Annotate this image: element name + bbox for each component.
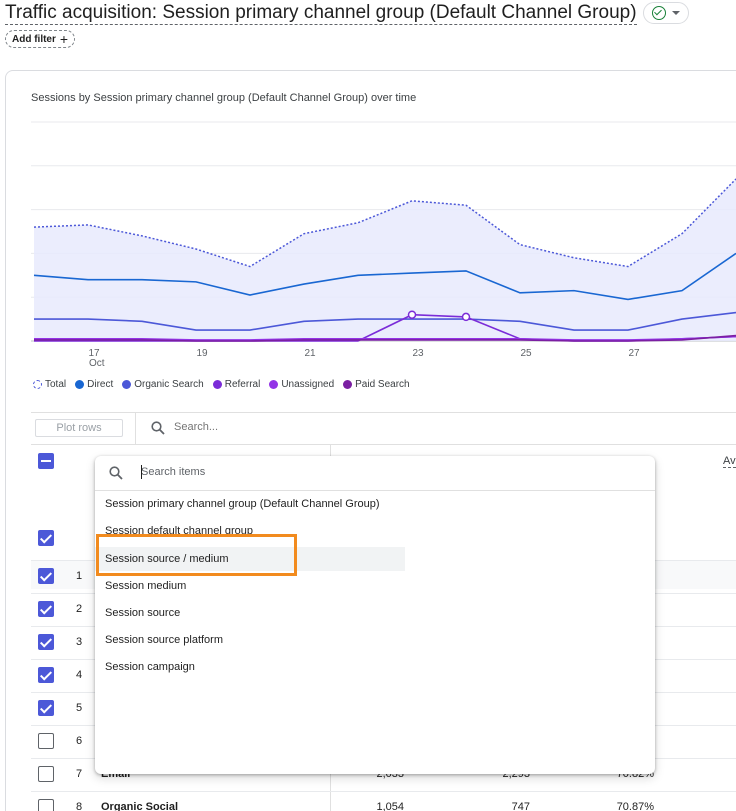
legend-item[interactable]: Unassigned (269, 379, 334, 390)
chart-legend: Total Direct Organic Search Referral Unassig… (33, 379, 410, 390)
legend-item[interactable]: Referral (212, 379, 261, 390)
row-number: 8 (76, 801, 83, 811)
legend-swatch (269, 380, 279, 389)
dropdown-item[interactable]: Session source (105, 607, 181, 619)
x-tick-label: 25 (520, 348, 532, 359)
row-metric-value: 747 (511, 801, 530, 811)
legend-item[interactable]: Direct (75, 379, 113, 390)
select-all-checkbox[interactable] (38, 453, 54, 469)
row-checkbox[interactable] (38, 733, 54, 749)
row-number: 3 (76, 636, 83, 648)
row-checkbox[interactable] (38, 700, 54, 716)
row-number: 5 (76, 702, 83, 714)
legend-label: Unassigned (281, 379, 335, 390)
text-cursor (141, 465, 142, 479)
referral-point-marker (461, 312, 471, 322)
dropdown-item[interactable]: Session campaign (105, 661, 195, 673)
table-toolbar (31, 412, 736, 445)
row-metric-value: 1,054 (376, 801, 404, 811)
page-title[interactable]: Traffic acquisition: Session primary cha… (5, 1, 637, 25)
hovered-item-background (95, 547, 405, 571)
x-tick-label: 17 (88, 348, 100, 359)
legend-label: Paid Search (355, 379, 410, 390)
line-chart (31, 121, 736, 342)
legend-label: Direct (87, 379, 114, 390)
table-search-input[interactable] (174, 421, 474, 433)
legend-swatch (212, 380, 222, 389)
legend-label: Organic Search (134, 379, 204, 390)
search-icon (109, 466, 123, 480)
row-divider (31, 791, 736, 792)
row-number: 6 (76, 735, 83, 747)
add-filter-button[interactable]: Add filter + (5, 30, 76, 48)
x-tick-label: 23 (412, 348, 424, 359)
dropdown-item[interactable]: Session source / medium (105, 553, 229, 565)
referral-point-marker (407, 310, 417, 319)
row-checkbox[interactable] (38, 667, 54, 683)
row-number: 2 (76, 603, 83, 615)
legend-item[interactable]: Paid Search (343, 379, 410, 390)
legend-label: Referral (224, 379, 261, 390)
highlight-annotation (96, 534, 297, 576)
row-number: 1 (76, 570, 83, 582)
dropdown-divider (95, 490, 655, 491)
series-line-paid-search (34, 334, 736, 342)
row-checkbox[interactable] (38, 601, 54, 617)
legend-swatch (122, 380, 132, 389)
row-checkbox[interactable] (38, 799, 54, 811)
legend-item[interactable]: Organic Search (122, 379, 204, 390)
row-checkbox[interactable] (38, 766, 54, 782)
totals-checkbox[interactable] (38, 530, 54, 546)
legend-swatch (343, 380, 353, 389)
dropdown-search-input[interactable] (141, 466, 541, 478)
x-tick-month: Oct (89, 358, 105, 369)
x-tick-label: 19 (196, 348, 208, 359)
plot-rows-button[interactable]: Plot rows (35, 419, 123, 437)
status-chip[interactable] (642, 2, 689, 24)
row-checkbox[interactable] (38, 568, 54, 584)
title-row: Traffic acquisition: Session primary cha… (5, 0, 689, 26)
toolbar-divider (135, 412, 136, 445)
dimension-dropdown: Session primary channel group (Default C… (95, 456, 655, 774)
total-area (34, 178, 736, 341)
series-line-organic-search (34, 311, 736, 331)
row-number: 4 (76, 669, 83, 681)
av-column-header[interactable]: Av (723, 455, 736, 468)
row-number: 7 (76, 768, 83, 780)
legend-label: Total (45, 379, 67, 390)
series-line-unassigned (34, 335, 736, 341)
series-line-direct (33, 252, 736, 301)
add-filter-label: Add filter (12, 33, 56, 45)
plus-icon: + (59, 31, 69, 47)
legend-swatch (33, 380, 42, 389)
caret-down-icon (671, 11, 680, 15)
row-metric-value: 70.87% (616, 801, 654, 811)
dropdown-item[interactable]: Session primary channel group (Default C… (105, 498, 380, 510)
series-line-total (33, 178, 736, 268)
search-icon (151, 421, 165, 435)
legend-swatch (75, 380, 85, 389)
chart-title: Sessions by Session primary channel grou… (31, 92, 417, 104)
x-tick-label: 21 (304, 348, 316, 359)
check-circle-icon (651, 6, 666, 20)
x-tick-label: 27 (628, 348, 640, 359)
dropdown-item[interactable]: Session medium (105, 580, 187, 592)
legend-item[interactable]: Total (33, 379, 66, 390)
row-dimension-label[interactable]: Organic Social (101, 801, 179, 811)
dropdown-item[interactable]: Session source platform (105, 634, 223, 646)
row-checkbox[interactable] (38, 634, 54, 650)
